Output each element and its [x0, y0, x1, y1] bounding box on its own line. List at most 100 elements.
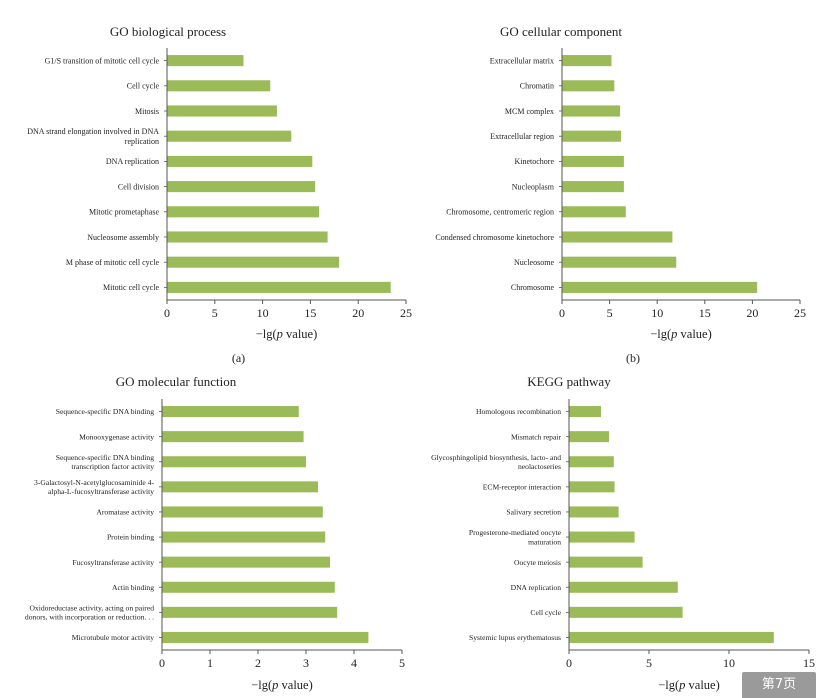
x-tick-label: 3 [303, 656, 309, 670]
bar [569, 506, 619, 518]
bar [162, 406, 299, 418]
bar [562, 231, 673, 243]
bar [167, 80, 271, 92]
bar [162, 556, 330, 568]
bar [162, 431, 304, 443]
bar [562, 155, 624, 167]
bar [162, 506, 323, 518]
chart-panel-3: GO molecular function Sequence-specific D… [25, 374, 405, 692]
bar [162, 581, 335, 593]
bar [167, 130, 292, 142]
x-tick-label: 20 [352, 306, 364, 320]
bar [569, 456, 614, 468]
category-label: Mitotic cell cycle [103, 283, 159, 292]
bar [167, 281, 391, 293]
category-label: Aromatase activity [96, 508, 154, 517]
bar [562, 181, 624, 193]
category-label: Extracellular matrix [490, 56, 554, 65]
bar [569, 431, 609, 443]
category-label: DNA replication [106, 157, 159, 166]
category-label: Cell division [118, 182, 159, 191]
bar [569, 531, 635, 543]
x-tick-label: 5 [212, 306, 218, 320]
category-label: Salivary secretion [506, 508, 561, 517]
bar [162, 606, 338, 618]
x-tick-label: 10 [723, 656, 735, 670]
bar [569, 556, 643, 568]
x-tick-label: 5 [607, 306, 613, 320]
category-label: Mitosis [135, 107, 159, 116]
bar [562, 55, 612, 67]
category-label: Cell cycle [127, 82, 160, 91]
x-tick-label: 0 [164, 306, 170, 320]
chart-title: GO molecular function [116, 374, 237, 389]
x-tick-label: 25 [794, 306, 806, 320]
chart-title: GO cellular component [500, 24, 622, 39]
bar [162, 481, 318, 493]
bar [562, 105, 621, 117]
category-label: Glycosphingolipid biosynthesis, lacto- a… [431, 453, 561, 471]
category-label: Mismatch repair [511, 432, 561, 441]
x-tick-label: 25 [400, 306, 412, 320]
x-tick-label: 0 [159, 656, 165, 670]
category-label: DNA strand elongation involved in DNA rep… [27, 127, 159, 146]
bar [167, 256, 340, 268]
bar [569, 406, 601, 418]
chart-title: GO biological process [110, 24, 226, 39]
category-label: Chromatin [520, 82, 554, 91]
category-label: Sequence-specific DNA binding [56, 407, 154, 416]
bar [167, 155, 313, 167]
x-tick-label: 15 [699, 306, 711, 320]
category-label: ECM-receptor interaction [483, 483, 561, 492]
x-tick-label: 15 [304, 306, 316, 320]
bar [167, 105, 277, 117]
x-axis-label: −lg(p value) [658, 678, 720, 692]
bar [562, 80, 615, 92]
page-number-badge[interactable]: 第7页 [742, 672, 816, 698]
category-label: Oxidoreductase activity, acting on paire… [25, 603, 154, 621]
category-label: Systemic lupus erythematosus [469, 633, 561, 642]
bar [162, 456, 306, 468]
x-tick-label: 1 [207, 656, 213, 670]
category-label: Extracellular region [490, 132, 554, 141]
category-label: Nucleoplasm [512, 182, 555, 191]
category-label: Mitotic prometaphase [89, 208, 159, 217]
category-label: Cell cycle [530, 608, 561, 617]
category-label: DNA replication [511, 583, 562, 592]
bar [562, 130, 622, 142]
x-tick-label: 15 [803, 656, 815, 670]
x-tick-label: 4 [351, 656, 357, 670]
bar [569, 581, 678, 593]
category-label: Sequence-specific DNA binding transcripti… [56, 453, 154, 471]
category-label: Chromosome, centromeric region [446, 208, 554, 217]
category-label: 3-Galactosyl-N-acetylglucosaminide 4-alp… [34, 478, 154, 496]
bar [569, 481, 615, 493]
category-label: Condensed chromosome kinetochore [435, 233, 554, 242]
category-label: Kinetochore [514, 157, 554, 166]
bar [562, 256, 677, 268]
x-axis-label: −lg(p value) [256, 327, 318, 341]
chart-title: KEGG pathway [527, 374, 611, 389]
panel-label: (a) [232, 351, 245, 365]
x-tick-label: 0 [559, 306, 565, 320]
bar [162, 631, 369, 643]
category-label: Chromosome [511, 283, 555, 292]
category-label: Progesterone-mediated oocyte maturation [469, 528, 562, 546]
category-label: M phase of mitotic cell cycle [66, 258, 160, 267]
category-label: Protein binding [107, 533, 154, 542]
x-axis-label: −lg(p value) [650, 327, 712, 341]
x-tick-label: 20 [746, 306, 758, 320]
x-tick-label: 5 [399, 656, 405, 670]
category-label: Oocyte meiosis [514, 558, 561, 567]
chart-panel-2: GO cellular component Extracellular matri… [435, 24, 806, 365]
category-label: Monooxygenase activity [79, 432, 154, 441]
chart-panel-1: GO biological process G1/S transition of … [27, 24, 412, 365]
x-axis-label: −lg(p value) [251, 678, 313, 692]
x-tick-label: 5 [646, 656, 652, 670]
category-label: Microtubule motor activity [72, 633, 154, 642]
category-label: Actin binding [112, 583, 154, 592]
bar [562, 206, 626, 218]
bar [167, 181, 316, 193]
x-tick-label: 10 [651, 306, 663, 320]
